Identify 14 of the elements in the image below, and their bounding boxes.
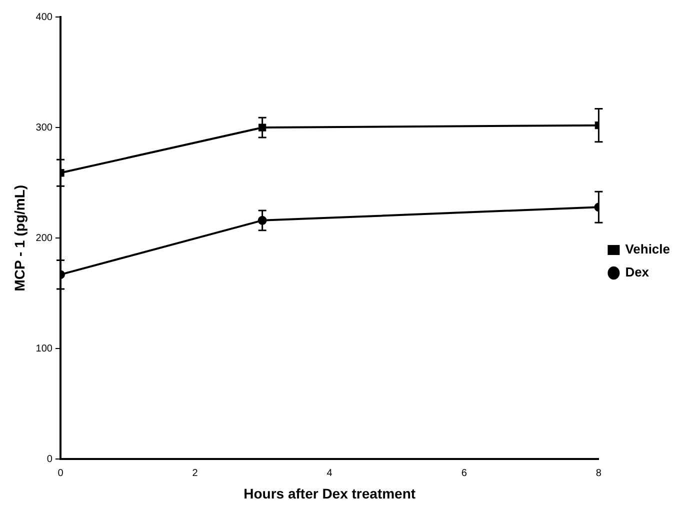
- y-tick-label: 400: [36, 12, 53, 23]
- x-tick-label: 4: [326, 468, 333, 479]
- y-axis-title: MCP - 1 (pg/mL): [11, 184, 28, 292]
- legend-label: Vehicle: [625, 242, 670, 257]
- y-tick-label: 200: [36, 232, 53, 244]
- x-tick-label: 2: [192, 468, 198, 479]
- x-axis-title: Hours after Dex treatment: [244, 485, 416, 502]
- legend-label: Dex: [625, 264, 650, 280]
- x-tick-label: 8: [596, 468, 602, 479]
- x-tick-label: 0: [58, 468, 64, 479]
- x-tick-label: 6: [461, 468, 468, 479]
- y-tick-label: 100: [36, 343, 53, 354]
- y-tick-label: 300: [36, 122, 53, 134]
- y-tick-label: 0: [46, 454, 53, 465]
